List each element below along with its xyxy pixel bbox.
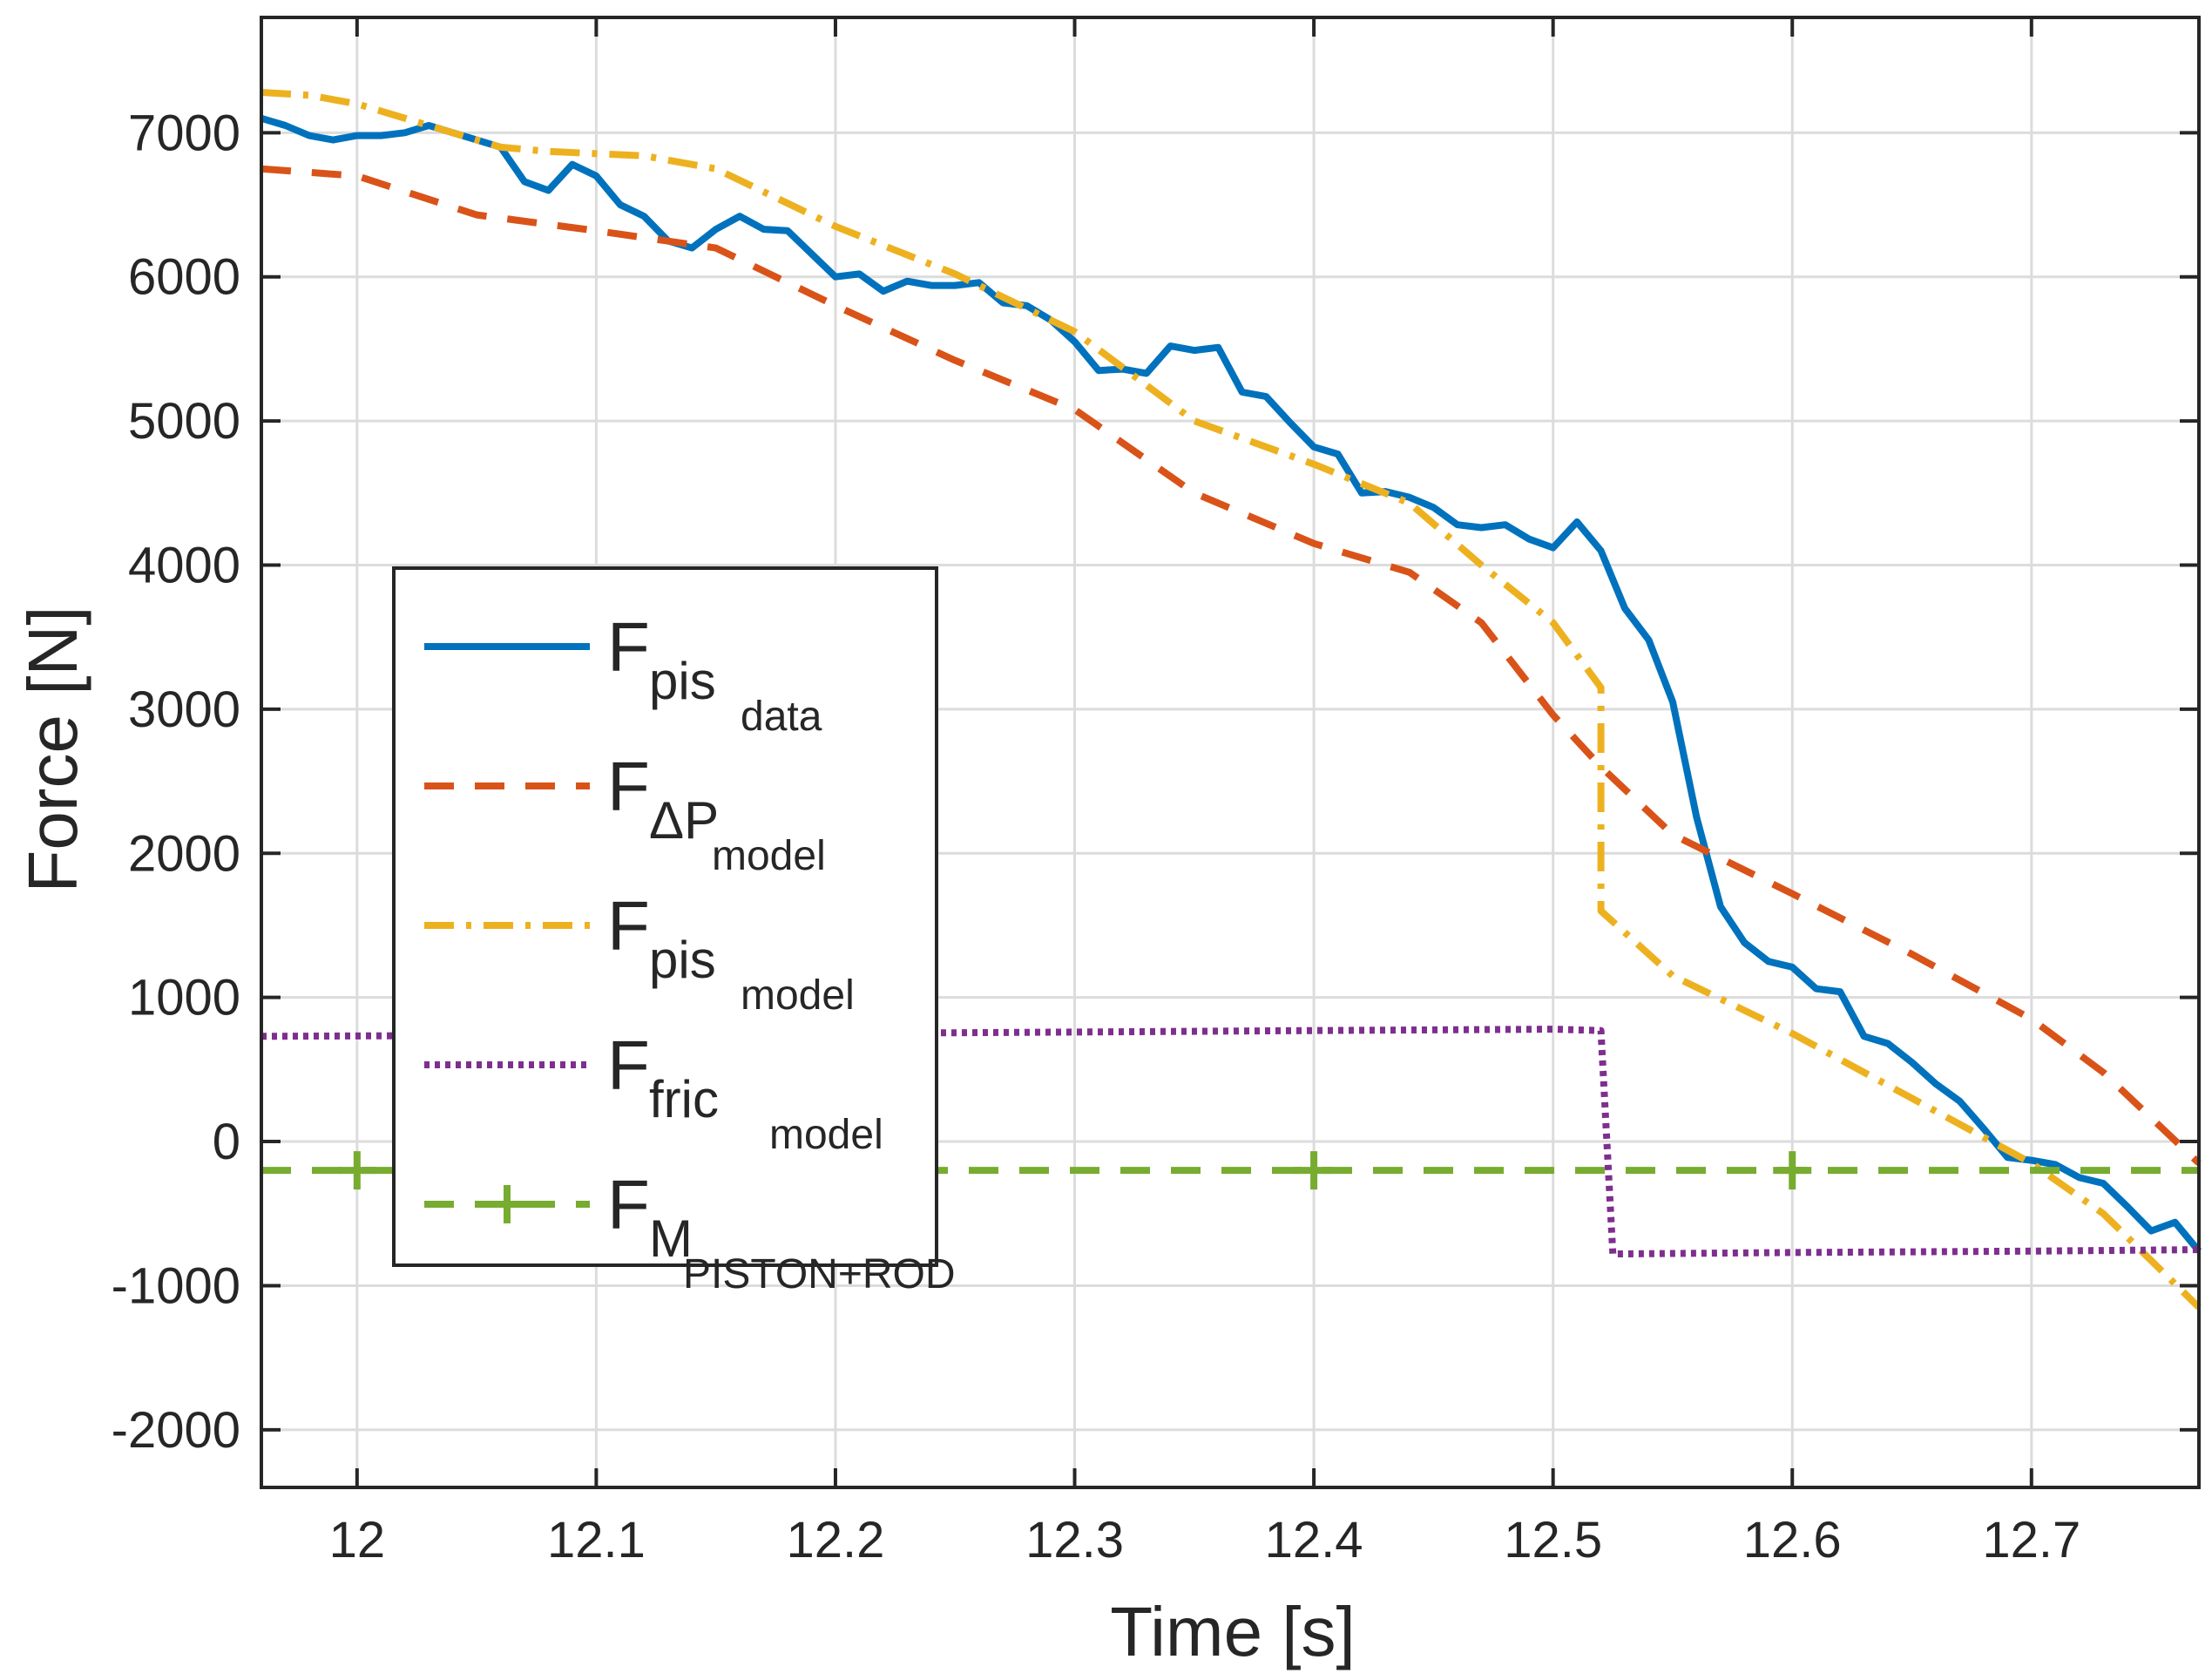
y-tick-label: 4000 <box>128 537 240 593</box>
legend-label-2: F <box>607 887 650 965</box>
legend-sub-3: fric <box>649 1070 719 1128</box>
legend-subsub-0: data <box>741 694 822 740</box>
x-tick-label: 12.5 <box>1504 1512 1602 1568</box>
legend-subsub-4: PISTON+ROD <box>683 1251 956 1297</box>
x-tick-label: 12.6 <box>1743 1512 1842 1568</box>
legend-label-4: F <box>607 1166 650 1243</box>
y-tick-label: 6000 <box>128 249 240 306</box>
x-tick-label: 12.2 <box>787 1512 885 1568</box>
tick-labels: 12 12.1 12.2 12.3 12.4 12.5 12.6 12.7 -2000 -1000… <box>112 105 2081 1568</box>
legend-label-0: F <box>607 608 650 686</box>
y-axis-label: Force [N] <box>14 606 91 893</box>
legend-subsub-3: model <box>769 1112 883 1158</box>
legend-sub-4: M <box>649 1209 693 1268</box>
legend-label-1: F <box>607 748 650 825</box>
x-tick-label: 12.1 <box>547 1512 646 1568</box>
plot-frame <box>260 16 2201 1489</box>
y-tick-label: 7000 <box>128 105 240 161</box>
x-tick-label: 12.7 <box>1982 1512 2080 1568</box>
y-tick-label: 5000 <box>128 393 240 450</box>
series-line-2 <box>260 89 2202 1311</box>
legend-sub-0: pis <box>649 652 716 710</box>
legend-label-3: F <box>607 1026 650 1104</box>
y-tick-label: 1000 <box>128 970 240 1026</box>
x-tick-label: 12.4 <box>1265 1512 1363 1568</box>
x-tick-label: 12 <box>329 1512 386 1568</box>
legend-subsub-1: model <box>712 833 826 879</box>
legend-sub-1: ΔP <box>649 791 719 850</box>
axes <box>260 16 2201 1489</box>
legend-sub-2: pis <box>649 931 716 989</box>
y-tick-label: -1000 <box>112 1257 240 1314</box>
x-tick-label: 12.3 <box>1025 1512 1124 1568</box>
x-axis-label: Time [s] <box>1110 1593 1355 1670</box>
y-tick-label: 0 <box>213 1114 240 1170</box>
y-tick-label: 2000 <box>128 825 240 882</box>
legend-box <box>392 566 938 1267</box>
series-line-1 <box>260 165 2202 1166</box>
legend-subsub-2: model <box>741 972 855 1019</box>
y-tick-label: 3000 <box>128 681 240 738</box>
y-tick-label: -2000 <box>112 1402 240 1459</box>
series-line-0 <box>260 114 2202 1254</box>
